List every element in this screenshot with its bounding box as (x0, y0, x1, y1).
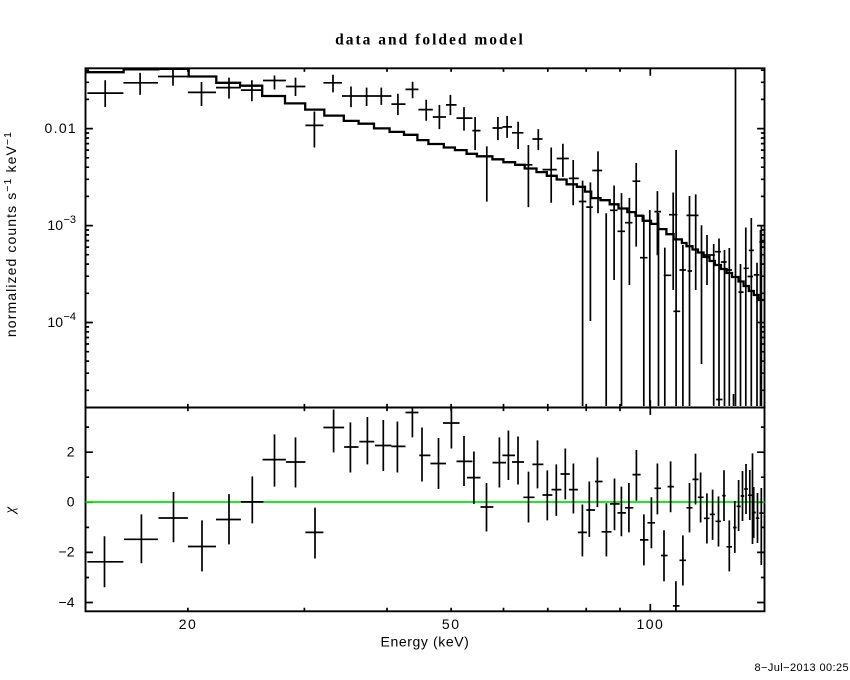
svg-text:10: 10 (47, 217, 63, 233)
svg-text:0.01: 0.01 (45, 120, 77, 136)
svg-text:−3: −3 (64, 214, 77, 226)
svg-text:0: 0 (67, 494, 75, 510)
svg-text:normalized counts s−1 keV−1: normalized counts s−1 keV−1 (2, 131, 19, 337)
svg-text:8−Jul−2013 00:25: 8−Jul−2013 00:25 (755, 662, 849, 674)
svg-text:−2: −2 (59, 544, 75, 560)
svg-text:χ: χ (3, 506, 19, 515)
svg-text:data and folded model: data and folded model (335, 32, 525, 49)
svg-text:10: 10 (47, 314, 63, 330)
svg-text:Energy (keV): Energy (keV) (381, 634, 470, 650)
svg-text:50: 50 (442, 616, 461, 632)
svg-text:−4: −4 (59, 594, 75, 610)
svg-text:100: 100 (636, 616, 664, 632)
svg-text:20: 20 (179, 616, 198, 632)
svg-text:−4: −4 (64, 311, 77, 323)
svg-text:2: 2 (67, 443, 75, 459)
